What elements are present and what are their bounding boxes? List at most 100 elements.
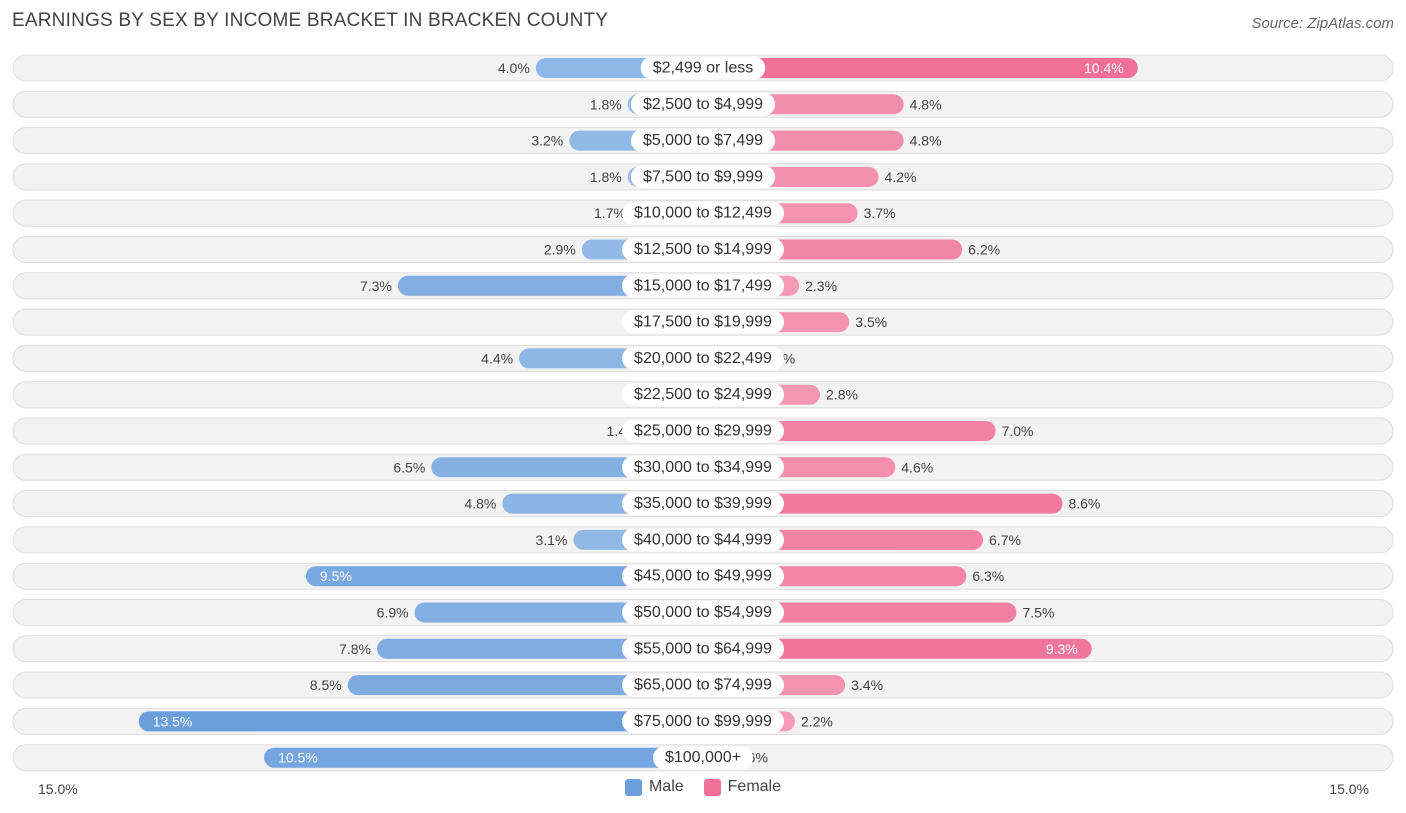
category-label-box: [652, 746, 754, 770]
category-label: $100,000+: [665, 749, 741, 766]
female-value-label: 10.4%: [1084, 60, 1124, 76]
male-value-label: 7.3%: [360, 278, 392, 294]
chart-title: EARNINGS BY SEX BY INCOME BRACKET IN BRA…: [12, 10, 609, 31]
source-label: Source: ZipAtlas.com: [1251, 15, 1394, 32]
category-label: $65,000 to $74,999: [634, 677, 772, 694]
bar-row: 9.5% 6.3% $45,000 to $49,999: [12, 562, 1394, 590]
category-label-box: [621, 419, 785, 443]
bar-row: 10.5%0.46%$100,000+: [12, 744, 1394, 772]
category-label-box: [621, 709, 785, 733]
female-value-label: 4.6%: [901, 459, 933, 475]
female-bar: [693, 493, 1063, 514]
female-value-label: 4.2%: [885, 169, 917, 185]
category-label-box: [621, 601, 785, 624]
bar-row: 1.7% 3.7% $10,000 to $12,499: [12, 199, 1394, 227]
bar-row: 7.3% 2.3% $15,000 to $17,499: [12, 272, 1394, 300]
axis-left-label: 15.0%: [38, 781, 78, 797]
male-value-label: 2.9%: [544, 242, 576, 258]
bar-row: 8.5% 3.4% $65,000 to $74,999: [12, 671, 1394, 699]
male-bar: [138, 711, 713, 732]
category-label: $12,500 to $14,999: [634, 241, 772, 258]
bar-row: 0.13%2.8%$22,500 to $24,999: [12, 381, 1394, 409]
male-value-label: 6.9%: [377, 605, 409, 621]
axis-right-label: 15.0%: [1329, 781, 1369, 797]
legend-item-female[interactable]: Female: [703, 778, 782, 796]
category-label-box: [630, 165, 776, 189]
legend-swatch-male: [624, 778, 642, 796]
category-label: $35,000 to $39,999: [634, 495, 772, 512]
category-label-box: [621, 346, 785, 370]
legend-item-male[interactable]: Male: [624, 778, 684, 796]
category-label-box: [640, 56, 766, 80]
category-label: $5,000 to $7,499: [643, 132, 763, 149]
bar-row: 7.8% 9.3% $55,000 to $64,999: [12, 635, 1394, 663]
category-label-box: [621, 673, 785, 697]
bar-row: 1.8% 4.2% $7,500 to $9,999: [12, 163, 1394, 191]
bar-row: 6.9% 7.5% $50,000 to $54,999: [12, 599, 1394, 626]
legend: Male Female: [0, 778, 1406, 796]
female-value-label: 3.5%: [855, 314, 887, 330]
male-bar: [347, 675, 713, 696]
female-value-label: 7.5%: [1023, 605, 1055, 621]
male-bar: [305, 566, 713, 587]
legend-label-male: Male: [648, 778, 684, 795]
male-value-label: 4.8%: [464, 496, 496, 512]
bar-row: 4.8% 8.6% $35,000 to $39,999: [12, 490, 1394, 518]
female-value-label: 2.8%: [826, 387, 858, 403]
bar-row: 0.31%3.5%$17,500 to $19,999: [12, 308, 1394, 336]
female-bar: [693, 638, 1092, 659]
category-label: $45,000 to $49,999: [634, 568, 772, 585]
female-value-label: 6.7%: [989, 532, 1021, 548]
bar-row: 6.5% 4.6% $30,000 to $34,999: [12, 453, 1394, 481]
category-label-box: [621, 564, 785, 588]
male-value-label: 9.5%: [320, 568, 352, 584]
category-label-box: [621, 528, 785, 552]
category-label: $50,000 to $54,999: [634, 604, 772, 621]
female-value-label: 4.8%: [910, 133, 942, 149]
category-label-box: [621, 274, 785, 298]
category-label: $75,000 to $99,999: [634, 713, 772, 730]
male-value-label: 4.0%: [498, 60, 530, 76]
female-value-label: 9.3%: [1046, 641, 1078, 657]
female-value-label: 2.2%: [801, 713, 833, 729]
male-value-label: 4.4%: [481, 350, 513, 366]
male-value-label: 3.2%: [531, 133, 563, 149]
category-label-box: [630, 92, 776, 116]
male-value-label: 1.8%: [590, 96, 622, 112]
bar-row: 4.4%1.3%$20,000 to $22,499: [12, 344, 1394, 372]
male-value-label: 3.1%: [535, 532, 567, 548]
bar-row: 1.8% 4.8% $2,500 to $4,999: [12, 90, 1394, 118]
category-label-box: [621, 238, 785, 261]
category-label-box: [621, 201, 785, 225]
female-value-label: 3.7%: [864, 205, 896, 221]
female-value-label: 4.8%: [910, 96, 942, 112]
category-label-box: [630, 129, 776, 153]
female-value-label: 6.3%: [972, 568, 1004, 584]
category-label: $2,500 to $4,999: [643, 96, 763, 113]
female-value-label: 6.2%: [968, 242, 1000, 258]
category-label-box: [621, 310, 785, 334]
bar-row: 2.9% 6.2% $12,500 to $14,999: [12, 236, 1394, 263]
bar-row: 13.5% 2.2% $75,000 to $99,999: [12, 707, 1394, 735]
male-value-label: 1.7%: [594, 205, 626, 221]
category-label: $15,000 to $17,499: [634, 277, 772, 294]
male-value-label: 13.5%: [153, 713, 193, 729]
male-value-label: 7.8%: [339, 641, 371, 657]
category-label-box: [621, 383, 785, 407]
female-bar: [693, 58, 1138, 78]
category-label: $25,000 to $29,999: [634, 423, 772, 440]
category-label-box: [621, 637, 785, 661]
male-value-label: 1.8%: [590, 169, 622, 185]
category-label: $20,000 to $22,499: [634, 350, 772, 367]
male-bar: [264, 747, 713, 768]
bar-row: 3.2% 4.8% $5,000 to $7,499: [12, 127, 1394, 155]
bar-row: 3.1% 6.7% $40,000 to $44,999: [12, 526, 1394, 554]
bar-row: 4.0% 10.4% $2,499 or less: [12, 54, 1394, 82]
category-label: $55,000 to $64,999: [634, 640, 772, 657]
female-value-label: 3.4%: [851, 677, 883, 693]
male-value-label: 6.5%: [393, 459, 425, 475]
category-label-box: [621, 492, 785, 516]
category-label: $40,000 to $44,999: [634, 531, 772, 548]
legend-label-female: Female: [727, 778, 782, 795]
